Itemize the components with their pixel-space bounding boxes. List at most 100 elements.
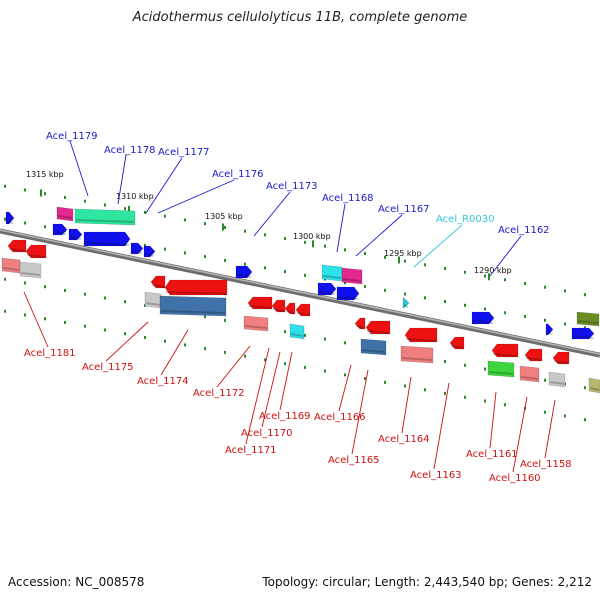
accession-text: Accession: NC_008578 [8, 575, 145, 589]
tick-outer-bottom [24, 313, 26, 317]
tick-outer-top [104, 203, 106, 207]
tick-outer-top [424, 263, 426, 267]
forward-gene-label: Acel_1167 [378, 204, 430, 215]
gene-block [164, 279, 228, 296]
reverse-gene-label: Acel_1169 [259, 411, 311, 422]
forward-gene-label: Acel_1162 [498, 225, 550, 236]
reverse-gene-leader [261, 351, 281, 428]
tick-outer-top [264, 233, 266, 237]
tick-outer-bottom [504, 403, 506, 407]
tick-inner-top [24, 221, 26, 225]
tick-outer-top [364, 252, 366, 256]
tick-outer-top [504, 278, 506, 282]
reverse-gene-leader [105, 321, 149, 362]
gene-block [159, 295, 227, 317]
gene-shade [488, 371, 514, 375]
gene-block [524, 348, 543, 362]
gene-shape [247, 296, 273, 310]
gene-shade [472, 320, 494, 324]
gene-shape [548, 371, 566, 388]
tick-outer-top [564, 289, 566, 293]
gene-block [519, 365, 540, 383]
tick-outer-bottom [564, 414, 566, 418]
forward-gene-leader [117, 154, 127, 205]
tick-outer-top [144, 210, 146, 214]
gene-shade [144, 253, 155, 257]
gene-block [321, 264, 343, 282]
gene-shade [450, 345, 464, 349]
tick-outer-bottom [164, 339, 166, 343]
reverse-gene-leader [401, 376, 412, 434]
reverse-gene-label: Acel_1174 [137, 376, 189, 387]
gene-block [83, 231, 131, 247]
tick-inner-top [544, 318, 546, 322]
tick-inner-top [484, 307, 486, 311]
tick-major [40, 189, 42, 197]
gene-block [19, 261, 42, 279]
tick-outer-top [544, 285, 546, 289]
reverse-gene-label: Acel_1161 [466, 449, 518, 460]
gene-shape [404, 327, 438, 343]
gene-shade [322, 275, 342, 279]
tick-outer-top [484, 274, 486, 278]
gene-block [295, 303, 311, 317]
tick-outer-bottom [464, 395, 466, 399]
gene-shape [336, 286, 360, 301]
reverse-gene-leader [279, 351, 293, 411]
gene-shade [131, 250, 143, 254]
gene-shade [318, 291, 336, 295]
tick-inner-top [164, 247, 166, 251]
gene-shade [403, 304, 409, 308]
gene-shape [5, 211, 15, 225]
gene-shade [26, 254, 46, 258]
tick-outer-top [224, 225, 226, 229]
gene-shape [284, 302, 296, 315]
tick-inner-bottom [64, 288, 66, 292]
gene-block [360, 338, 387, 356]
reverse-gene-label: Acel_1171 [225, 445, 277, 456]
gene-block [150, 275, 166, 289]
tick-inner-top [564, 322, 566, 326]
tick-inner-bottom [104, 296, 106, 300]
gene-shade [160, 310, 226, 314]
gene-shade [151, 284, 165, 288]
tick-outer-bottom [204, 347, 206, 351]
gene-shade [525, 357, 542, 361]
gene-block [471, 311, 495, 325]
tick-outer-top [404, 259, 406, 263]
tick-outer-top [44, 192, 46, 196]
map-title: Acidothermus cellulolyticus 11B, complet… [132, 10, 468, 25]
gene-shape [402, 297, 410, 309]
gene-block [56, 206, 74, 222]
reverse-gene-leader [544, 399, 556, 459]
reverse-gene-label: Acel_1175 [82, 362, 134, 373]
tick-outer-top [344, 248, 346, 252]
tick-inner-top [424, 296, 426, 300]
gene-block [25, 244, 47, 259]
tick-major [222, 223, 224, 231]
kbp-labels: 1315 kbp 1310 kbp 1305 kbp 1300 kbp 1295 kbp… [26, 170, 512, 275]
tick-outer-bottom [584, 418, 586, 422]
tick-outer-bottom [264, 358, 266, 362]
kbp-label: 1290 kbp [474, 266, 512, 275]
forward-gene-leader [355, 214, 403, 257]
gene-shade [84, 242, 130, 246]
tick-inner-bottom [224, 318, 226, 322]
gene-block [74, 208, 136, 226]
gene-shape [365, 320, 391, 335]
tick-inner-bottom [204, 315, 206, 319]
gene-shape [243, 315, 269, 332]
tick-outer-top [444, 267, 446, 271]
gene-shape [354, 317, 366, 330]
tick-outer-bottom [544, 410, 546, 414]
gene-shape [487, 360, 515, 378]
gene-shape [552, 351, 570, 365]
gene-shade [577, 320, 599, 324]
tick-inner-top [404, 292, 406, 296]
tick-inner-top [584, 326, 586, 330]
gene-block [404, 327, 438, 343]
tick-major [312, 240, 314, 248]
gene-shade [492, 353, 518, 357]
tick-outer-top [184, 218, 186, 222]
